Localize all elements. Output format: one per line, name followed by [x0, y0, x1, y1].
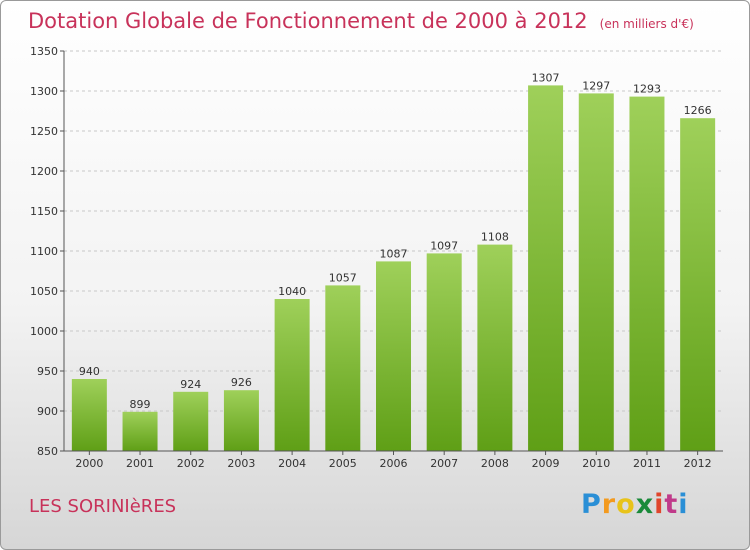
- y-tick-label: 950: [37, 365, 58, 378]
- bar-value-label: 1266: [684, 104, 712, 117]
- y-tick-label: 1150: [30, 205, 58, 218]
- bar-value-label: 899: [130, 398, 151, 411]
- bar: [629, 96, 665, 451]
- bar: [477, 244, 513, 451]
- x-tick-label: 2011: [633, 457, 661, 470]
- bar: [376, 261, 411, 451]
- logo-letter: i: [654, 489, 665, 520]
- x-tick-label: 2005: [329, 457, 357, 470]
- x-tick-label: 2003: [227, 457, 255, 470]
- bar: [426, 253, 462, 451]
- bar: [680, 118, 716, 451]
- bar: [71, 379, 107, 451]
- x-tick-label: 2012: [684, 457, 712, 470]
- labels: 850 900 950 1000 1050 1100 1150 1200 1250 1300 135…: [30, 45, 712, 470]
- y-tick-label: 1200: [30, 165, 58, 178]
- logo-letter: r: [601, 489, 617, 520]
- x-tick-label: 2007: [430, 457, 458, 470]
- bar-value-label: 1297: [582, 79, 610, 92]
- y-tick-label: 1250: [30, 125, 58, 138]
- x-tick-label: 2002: [177, 457, 205, 470]
- chart-title-text: Dotation Globale de Fonctionnement de 20…: [28, 9, 588, 33]
- bars: [71, 85, 716, 452]
- x-tick-label: 2004: [278, 457, 306, 470]
- y-tick-label: 900: [37, 405, 58, 418]
- y-tick-label: 1300: [30, 85, 58, 98]
- x-tick-label: 2001: [126, 457, 154, 470]
- bar-value-label: 926: [231, 376, 252, 389]
- bar-value-label: 940: [79, 365, 100, 378]
- logo-letter: o: [616, 489, 636, 520]
- bar-chart: 850 900 950 1000 1050 1100 1150 1200 1250 1300 135…: [30, 45, 723, 470]
- bar-value-label: 1087: [380, 247, 408, 260]
- y-tick-label: 850: [37, 445, 58, 458]
- logo-letter: x: [635, 489, 655, 520]
- bar-value-label: 1108: [481, 231, 509, 244]
- bar: [325, 285, 361, 451]
- x-tick-label: 2000: [75, 457, 103, 470]
- axes: [60, 50, 723, 455]
- bar: [122, 411, 158, 451]
- bar-value-label: 1057: [329, 271, 357, 284]
- chart-title: Dotation Globale de Fonctionnement de 20…: [28, 9, 694, 33]
- bar-value-label: 1307: [532, 71, 560, 84]
- y-tick-label: 1050: [30, 285, 58, 298]
- x-tick-label: 2008: [481, 457, 509, 470]
- bar-value-label: 1293: [633, 83, 661, 96]
- x-tick-label: 2009: [532, 457, 560, 470]
- y-tick-label: 1000: [30, 325, 58, 338]
- bar-value-label: 1040: [278, 285, 306, 298]
- bar-value-label: 924: [180, 378, 201, 391]
- y-tick-label: 1350: [30, 45, 58, 58]
- logo-letter: P: [581, 489, 602, 520]
- bar: [528, 85, 564, 452]
- commune-name: LES SORINIèRES: [29, 496, 177, 517]
- bar: [578, 93, 614, 452]
- bar: [173, 391, 209, 451]
- x-tick-label: 2010: [582, 457, 610, 470]
- y-tick-label: 1100: [30, 245, 58, 258]
- logo-letter: i: [678, 489, 689, 520]
- logo-letter: t: [664, 489, 679, 520]
- bar: [274, 299, 310, 451]
- chart-subtitle: (en milliers d'€): [599, 17, 694, 31]
- bar: [223, 390, 259, 451]
- x-tick-label: 2006: [380, 457, 408, 470]
- bar-value-label: 1097: [430, 239, 458, 252]
- proxiti-logo: Proxiti: [581, 489, 689, 520]
